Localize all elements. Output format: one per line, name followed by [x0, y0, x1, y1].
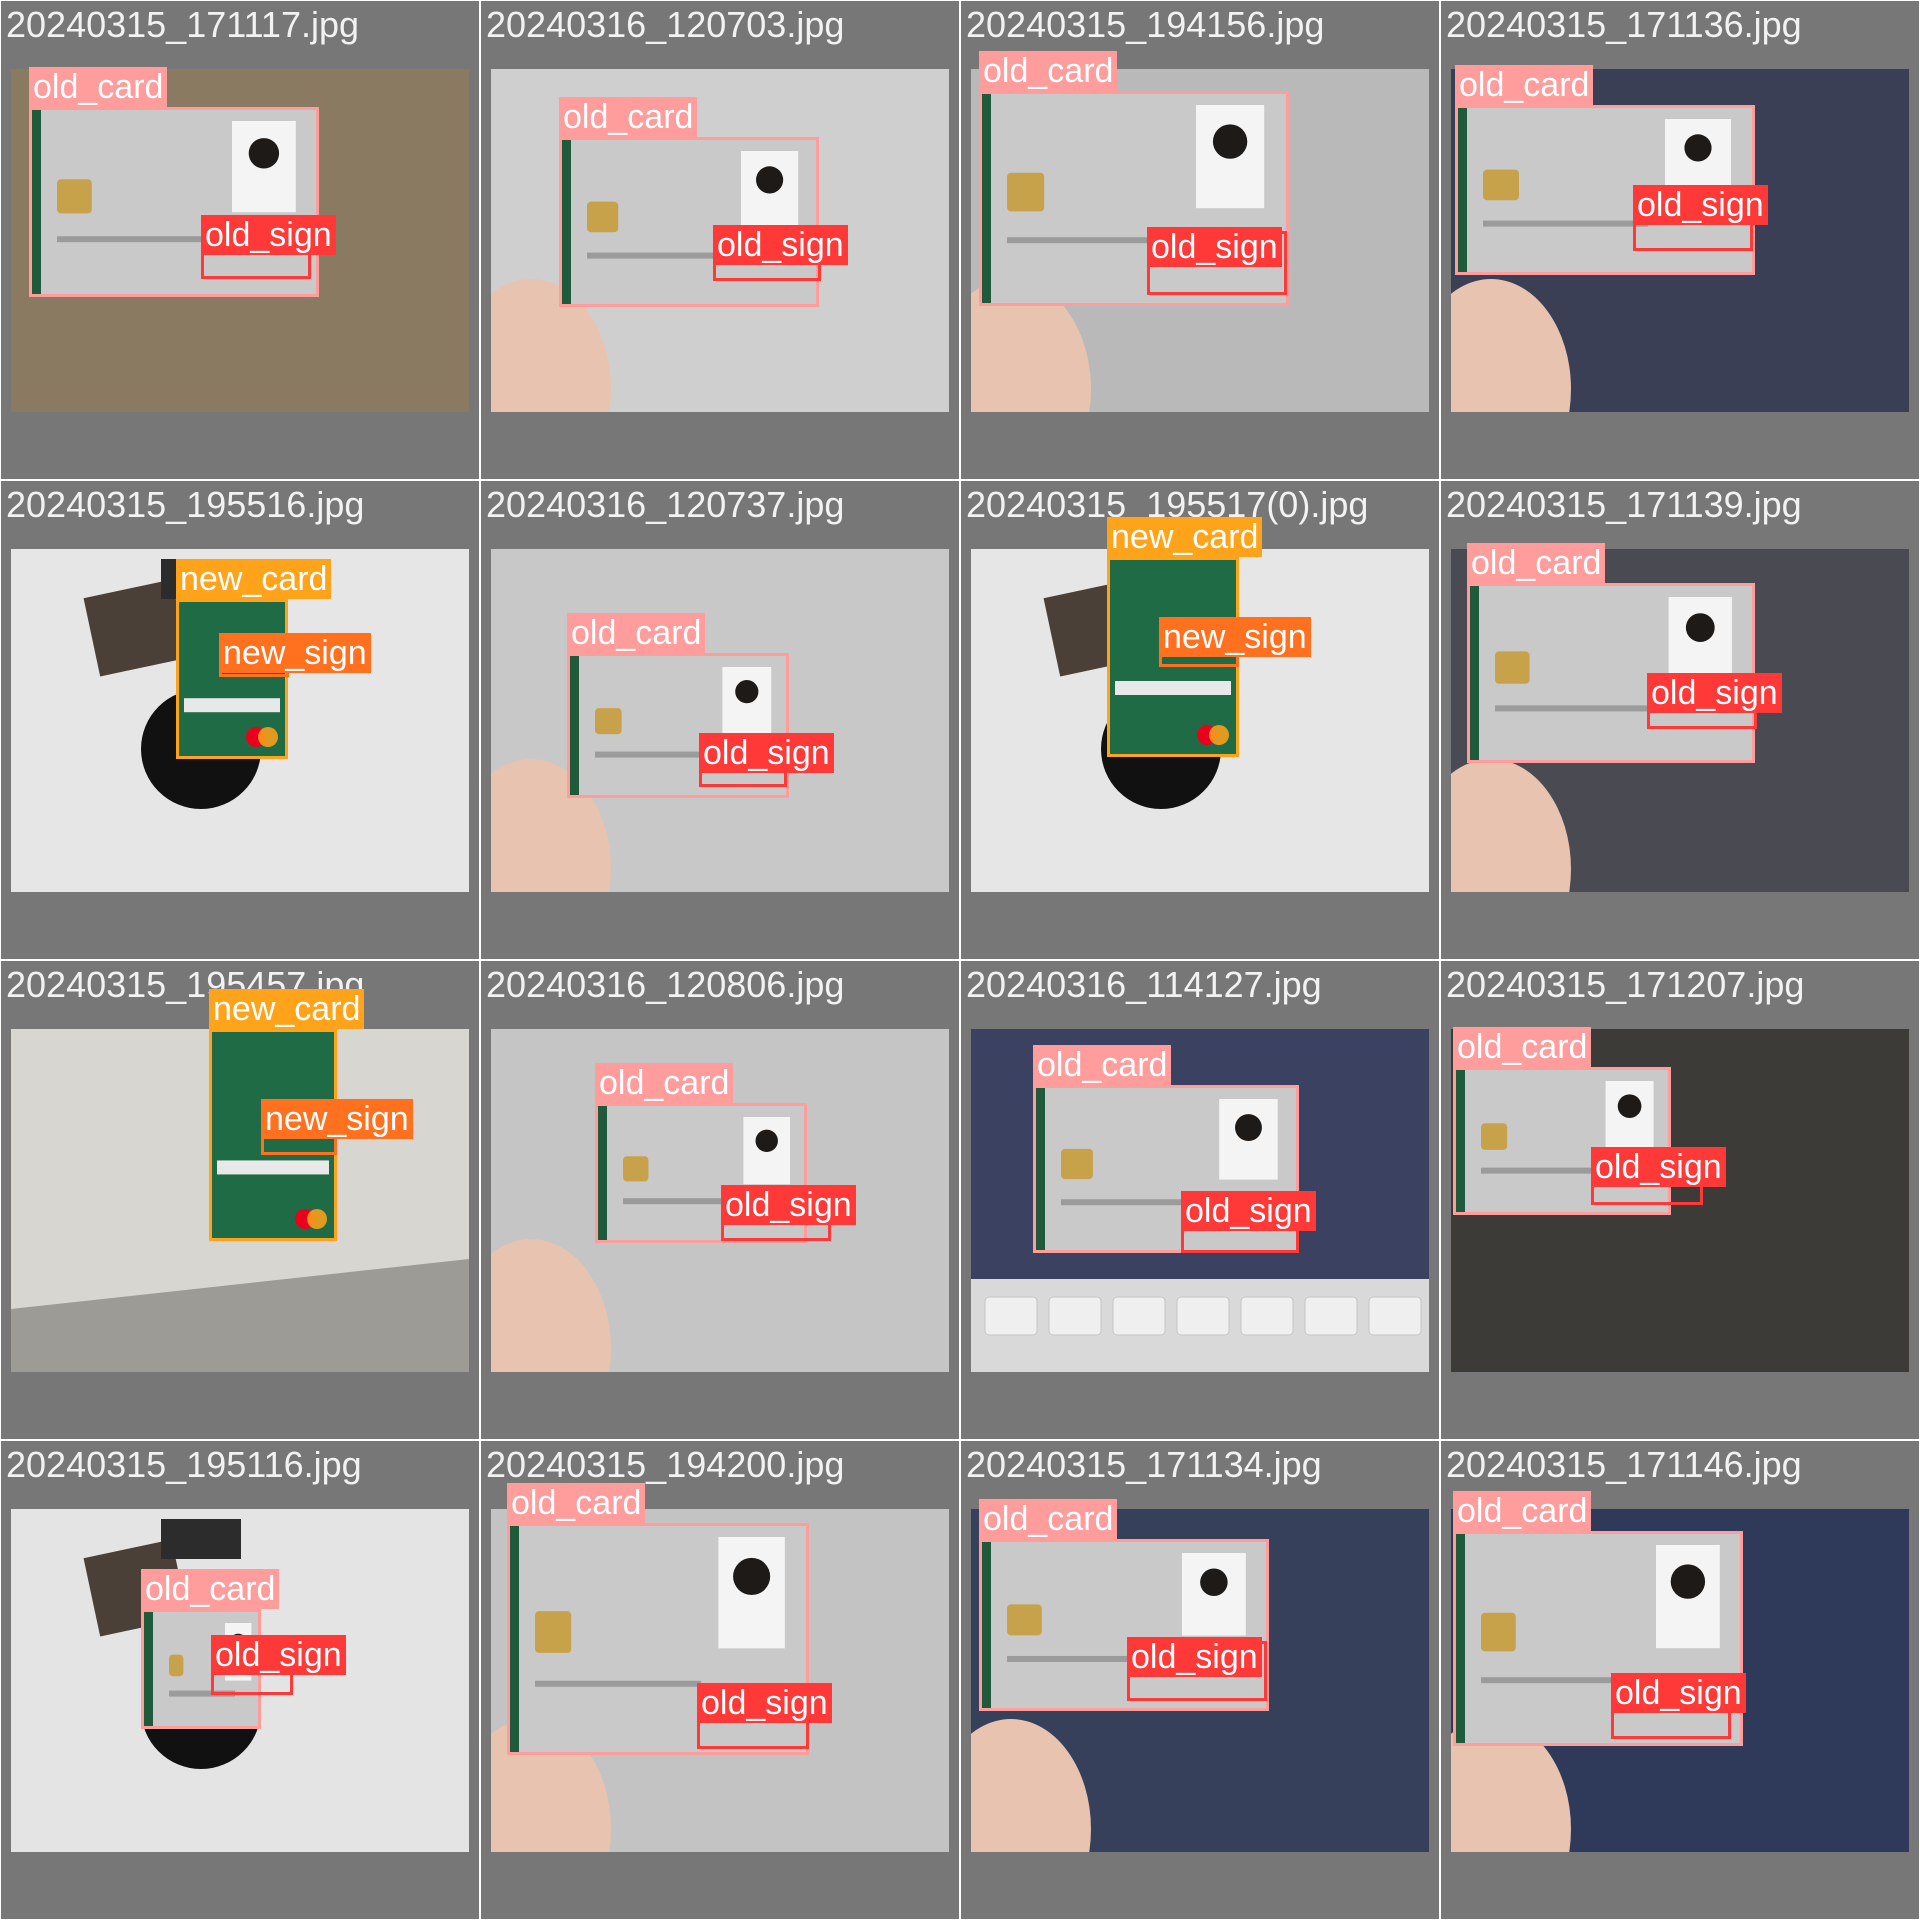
- old-card-box: [595, 1103, 807, 1243]
- old-sign-label: old_sign: [1127, 1637, 1262, 1677]
- old-sign-label: old_sign: [201, 215, 336, 255]
- old-card-label: old_card: [1467, 543, 1606, 583]
- old-card-label: old_card: [559, 97, 698, 137]
- old-sign-label: old_sign: [1147, 227, 1282, 267]
- result-tile[interactable]: 20240315_171207.jpg old_card old_sign: [1441, 961, 1919, 1439]
- result-tile[interactable]: 20240315_171136.jpg old_card old_sign: [1441, 1, 1919, 479]
- photo: [491, 1509, 949, 1852]
- new-card-box: [176, 599, 288, 759]
- file-name: 20240315_171139.jpg: [1446, 484, 1802, 525]
- file-name: 20240316_120703.jpg: [486, 4, 845, 45]
- result-tile[interactable]: 20240316_120737.jpg old_card old_sign: [481, 481, 959, 959]
- photo: [491, 1029, 949, 1372]
- result-tile[interactable]: 20240315_195516.jpg new_card new_sign: [1, 481, 479, 959]
- new-card-label: new_card: [209, 989, 365, 1029]
- old-card-box: [979, 1539, 1269, 1711]
- new-sign-label: new_sign: [219, 633, 371, 673]
- old-card-label: old_card: [595, 1063, 734, 1103]
- file-name: 20240315_171136.jpg: [1446, 4, 1802, 45]
- old-card-label: old_card: [979, 1499, 1118, 1539]
- photo-image: [971, 549, 1429, 892]
- result-tile[interactable]: 20240315_171117.jpg old_card old_sign: [1, 1, 479, 479]
- old-sign-label: old_sign: [1633, 185, 1768, 225]
- photo: [1451, 69, 1909, 412]
- result-tile[interactable]: 20240316_120703.jpg old_card old_sign: [481, 1, 959, 479]
- file-name: 20240316_114127.jpg: [966, 964, 1322, 1005]
- old-card-box: [1453, 1067, 1671, 1215]
- photo-image: [1451, 1029, 1909, 1372]
- file-name: 20240315_171207.jpg: [1446, 964, 1805, 1005]
- old-sign-label: old_sign: [721, 1185, 856, 1225]
- result-tile[interactable]: 20240315_195457.jpg new_card new_sign: [1, 961, 479, 1439]
- result-tile[interactable]: 20240316_120806.jpg old_card old_sign: [481, 961, 959, 1439]
- file-name: 20240315_194156.jpg: [966, 4, 1325, 45]
- old-sign-label: old_sign: [713, 225, 848, 265]
- file-name: 20240315_171134.jpg: [966, 1444, 1322, 1485]
- result-tile[interactable]: 20240315_194156.jpg old_card old_sign: [961, 1, 1439, 479]
- old-card-label: old_card: [507, 1483, 646, 1523]
- old-card-box: [29, 107, 319, 297]
- photo-image: [491, 1029, 949, 1372]
- photo: [971, 1509, 1429, 1852]
- photo-image: [11, 1029, 469, 1372]
- photo: [11, 1029, 469, 1372]
- file-name: 20240316_120737.jpg: [486, 484, 845, 525]
- old-card-box: [979, 91, 1289, 306]
- old-sign-label: old_sign: [211, 1635, 346, 1675]
- old-card-box: [567, 653, 789, 798]
- photo: [971, 549, 1429, 892]
- old-sign-label: old_sign: [1647, 673, 1782, 713]
- old-sign-label: old_sign: [1181, 1191, 1316, 1231]
- file-name: 20240315_171117.jpg: [6, 4, 360, 45]
- result-tile[interactable]: 20240315_171139.jpg old_card old_sign: [1441, 481, 1919, 959]
- old-card-label: old_card: [1453, 1027, 1592, 1067]
- new-sign-label: new_sign: [261, 1099, 413, 1139]
- file-name: 20240315_195516.jpg: [6, 484, 365, 525]
- old-card-label: old_card: [1455, 65, 1594, 105]
- result-tile[interactable]: 20240316_114127.jpg old_card old_sign: [961, 961, 1439, 1439]
- photo: [1451, 1029, 1909, 1372]
- file-name: 20240315_195116.jpg: [6, 1444, 362, 1485]
- old-card-box: [1033, 1085, 1299, 1253]
- old-sign-label: old_sign: [699, 733, 834, 773]
- old-card-label: old_card: [979, 51, 1118, 91]
- file-name: 20240315_194200.jpg: [486, 1444, 845, 1485]
- old-card-label: old_card: [141, 1569, 280, 1609]
- file-name: 20240315_171146.jpg: [1446, 1444, 1802, 1485]
- old-sign-label: old_sign: [1591, 1147, 1726, 1187]
- photo-image: [11, 1509, 469, 1852]
- result-tile[interactable]: 20240315_195517(0).jpg new_card new_sign: [961, 481, 1439, 959]
- result-tile[interactable]: 20240315_171146.jpg old_card old_sign: [1441, 1441, 1919, 1919]
- new-card: [1107, 557, 1239, 757]
- old-sign-label: old_sign: [1611, 1673, 1746, 1713]
- old-card-label: old_card: [29, 67, 168, 107]
- photo: [11, 1509, 469, 1852]
- photo: [1451, 549, 1909, 892]
- photo-image: [1451, 69, 1909, 412]
- result-tile[interactable]: 20240315_171134.jpg old_card old_sign: [961, 1441, 1439, 1919]
- result-tile[interactable]: 20240315_194200.jpg old_card old_sign: [481, 1441, 959, 1919]
- new-card-label: new_card: [176, 559, 332, 599]
- old-card-box: [559, 137, 819, 307]
- old-card-label: old_card: [567, 613, 706, 653]
- file-name: 20240316_120806.jpg: [486, 964, 845, 1005]
- old-card-label: old_card: [1453, 1491, 1592, 1531]
- new-sign-label: new_sign: [1159, 617, 1311, 657]
- new-card-label: new_card: [1107, 517, 1263, 557]
- old-sign-label: old_sign: [697, 1683, 832, 1723]
- old-card-label: old_card: [1033, 1045, 1172, 1085]
- old-card: [1467, 583, 1755, 763]
- photo-image: [1451, 549, 1909, 892]
- old-card-box: [1453, 1531, 1743, 1746]
- photo-image: [491, 1509, 949, 1852]
- photo-image: [971, 1509, 1429, 1852]
- result-tile[interactable]: 20240315_195116.jpg old_card old_sign: [1, 1441, 479, 1919]
- old-card-box: [507, 1523, 809, 1755]
